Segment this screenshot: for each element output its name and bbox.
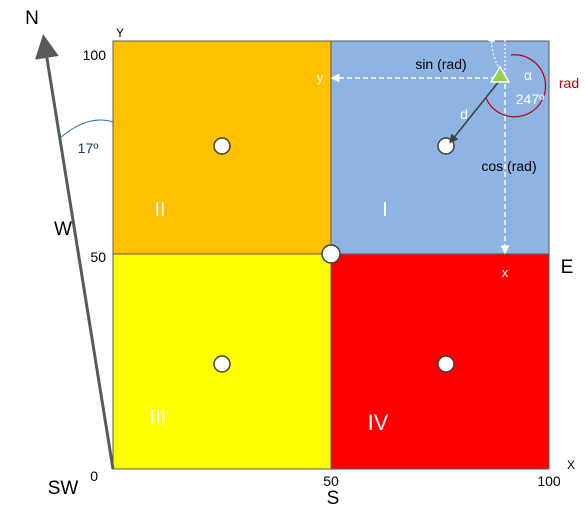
compass-north-label: N [25, 8, 39, 29]
compass-west-label: W [54, 219, 72, 240]
d-label: d [460, 106, 468, 122]
quadrant-i-center-marker [437, 137, 455, 155]
alpha-label: α [524, 67, 532, 83]
y-tick-0: 0 [90, 468, 98, 484]
origin-center-marker [321, 244, 341, 264]
quadrant-i-label: I [382, 199, 388, 221]
rad-arc [485, 54, 547, 118]
x-marker-label: x [502, 265, 509, 280]
rad-label: rad [559, 75, 579, 91]
compass-south-label: S [327, 488, 340, 509]
x-axis-name: X [567, 458, 575, 472]
sin-label: sin (rad) [415, 56, 466, 72]
x-tick-100: 100 [537, 473, 561, 489]
angle-value-label: 247º [516, 91, 544, 107]
quadrant-ii-center-marker [213, 137, 231, 155]
quadrant-iv-label: IV [368, 410, 389, 435]
y-axis-name: Y [116, 26, 124, 40]
y-tick-100: 100 [83, 47, 107, 63]
x-tick-50: 50 [323, 473, 339, 489]
quadrant-iv-center-marker [437, 355, 455, 373]
quadrant-iii-label: III [150, 407, 167, 429]
observer-triangle-marker [489, 65, 511, 83]
distance-vector [449, 79, 501, 144]
rotation-angle-arc [59, 119, 114, 139]
y-tick-50: 50 [90, 249, 106, 265]
y-marker-label: y [317, 70, 324, 85]
quadrant-iii-center-marker [213, 355, 231, 373]
compass-southwest-label: SW [48, 478, 79, 499]
rotation-angle-label: 17º [78, 140, 99, 156]
quadrant-ii-label: II [154, 199, 165, 221]
compass-east-label: E [561, 257, 574, 278]
cos-label: cos (rad) [481, 158, 536, 174]
north-arrow [35, 34, 115, 470]
